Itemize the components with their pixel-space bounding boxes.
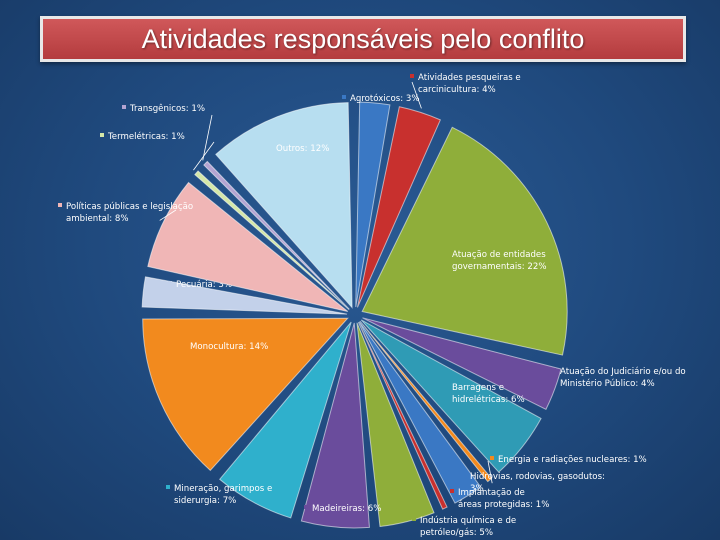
pie-slice-atuacao-de-entidades-governamentais — [361, 126, 568, 356]
data-label-mineracao-garimpos-e-siderurgia: Mineração, garimpos e siderurgia: 7% — [174, 484, 272, 506]
pie-slice-politicas-publicas-e-legislacao-ambiental — [147, 181, 349, 313]
data-label-pecuaria: Pecuária: 3% — [176, 280, 232, 290]
pie-slice-transgenicos — [203, 160, 350, 310]
legend-marker — [444, 251, 448, 255]
leader-line — [202, 114, 213, 161]
leader-line — [159, 209, 177, 221]
pie-slice-pecuaria — [141, 276, 348, 315]
pie-slice-agrotoxicos — [355, 101, 391, 308]
legend-marker — [342, 95, 346, 99]
data-label-atuacao-de-entidades-governamentais: Atuação de entidades governamentais: 22% — [452, 250, 547, 272]
leader-line — [487, 460, 493, 484]
legend-marker — [410, 74, 414, 78]
data-label-agrotoxicos: Agrotóxicos: 3% — [350, 93, 420, 104]
chart-title: Atividades responsáveis pelo conflito — [141, 23, 585, 54]
chart-title-banner: Atividades responsáveis pelo conflito — [40, 16, 686, 62]
data-label-energia-e-radiacoes-nucleares: Energia e radiações nucleares: 1% — [498, 455, 647, 465]
pie-slice-atividades-pesqueiras-e-carcinicultura — [356, 106, 442, 308]
data-label-atuacao-do-judiciario-e-ou-do-ministerio-publico: Atuação do Judiciário e/ou do Ministério … — [560, 367, 686, 389]
legend-marker — [268, 145, 272, 149]
data-label-barragens-e-hidreletricas: Barragens e hidrelétricas: 6% — [452, 383, 525, 405]
data-label-monocultura: Monocultura: 14% — [190, 342, 268, 352]
pie-slice-barragens-e-hidreletricas — [360, 319, 542, 473]
pie-slice-termeletricas — [194, 170, 350, 311]
pie-slice-implantacao-de-areas-protegidas — [357, 322, 448, 510]
data-label-outros: Outros: 12% — [276, 144, 329, 154]
pie-slice-madeireiras — [300, 322, 370, 529]
legend-marker — [444, 384, 448, 388]
pie-slice-hidrovias-rodovias-gasodutos — [358, 321, 482, 504]
data-label-hidrovias-rodovias-gasodutos: Hidrovias, rodovias, gasodutos: 3% — [470, 472, 605, 494]
legend-marker — [100, 133, 104, 137]
data-label-atividades-pesqueiras-e-carcinicultura: Atividades pesqueiras e carcinicultura: 4… — [418, 73, 521, 95]
pie-slice-outros — [215, 102, 353, 309]
legend-marker — [450, 489, 454, 493]
legend-marker — [182, 343, 186, 347]
legend-marker — [166, 485, 170, 489]
legend-marker — [58, 203, 62, 207]
data-label-politicas-publicas-e-legislacao-ambiental: Políticas públicas e legislação ambiental… — [66, 202, 193, 224]
data-label-transgenicos: Transgênicos: 1% — [129, 103, 205, 114]
legend-marker — [412, 517, 416, 521]
legend-marker — [168, 281, 172, 285]
data-label-termeletricas: Termelétricas: 1% — [107, 131, 185, 142]
data-label-madeireiras: Madeireiras: 6% — [312, 504, 381, 514]
legend-marker — [552, 368, 556, 372]
data-label-implantacao-de-areas-protegidas: Implantação de áreas protegidas: 1% — [458, 488, 549, 510]
legend-marker — [490, 456, 494, 460]
pie-slice-mineracao-garimpos-e-siderurgia — [219, 321, 352, 519]
pie-slice-industria-quimica-e-de-petroleo-gas — [356, 322, 435, 528]
pie-slice-atuacao-do-judiciario-e-ou-do-ministerio-publico — [362, 317, 562, 411]
legend-marker — [304, 505, 308, 509]
legend-marker — [462, 473, 466, 477]
legend-marker — [122, 105, 126, 109]
data-label-industria-quimica-e-de-petroleo-gas: Indústria química e de petróleo/gás: 5% — [420, 516, 516, 538]
pie-slice-monocultura — [142, 317, 349, 472]
leader-line — [411, 81, 422, 109]
